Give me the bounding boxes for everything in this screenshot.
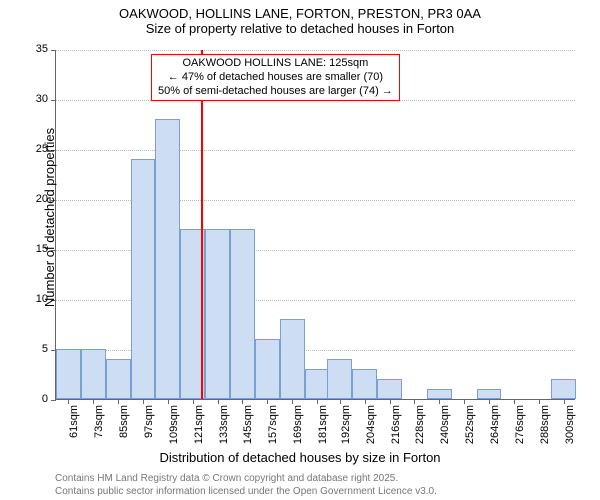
histogram-bar xyxy=(352,369,377,399)
x-tick-label: 145sqm xyxy=(242,405,254,444)
chart-title-line1: OAKWOOD, HOLLINS LANE, FORTON, PRESTON, … xyxy=(0,6,600,21)
plot-area: 0510152025303561sqm73sqm85sqm97sqm109sqm… xyxy=(55,50,575,400)
histogram-bar xyxy=(477,389,502,399)
x-tick-label: 216sqm xyxy=(390,405,402,444)
x-tick-label: 228sqm xyxy=(414,405,426,444)
gridline xyxy=(56,50,575,51)
x-tick-label: 121sqm xyxy=(193,405,205,444)
histogram-bar xyxy=(106,359,131,399)
histogram-bar xyxy=(56,349,81,399)
histogram-bar xyxy=(305,369,330,399)
chart-container: OAKWOOD, HOLLINS LANE, FORTON, PRESTON, … xyxy=(0,0,600,500)
x-tick-label: 288sqm xyxy=(539,405,551,444)
x-tick-label: 240sqm xyxy=(439,405,451,444)
histogram-bar xyxy=(551,379,576,399)
x-axis-title: Distribution of detached houses by size … xyxy=(0,450,600,465)
x-tick-label: 204sqm xyxy=(365,405,377,444)
marker-annotation-line: ← 47% of detached houses are smaller (70… xyxy=(158,71,393,85)
histogram-bar xyxy=(81,349,106,399)
marker-annotation: OAKWOOD HOLLINS LANE: 125sqm← 47% of det… xyxy=(151,54,400,101)
marker-annotation-line: OAKWOOD HOLLINS LANE: 125sqm xyxy=(158,57,393,71)
chart-title-block: OAKWOOD, HOLLINS LANE, FORTON, PRESTON, … xyxy=(0,6,600,36)
marker-line xyxy=(201,50,203,399)
histogram-bar xyxy=(427,389,452,399)
x-tick-label: 264sqm xyxy=(489,405,501,444)
chart-title-line2: Size of property relative to detached ho… xyxy=(0,21,600,36)
histogram-bar xyxy=(205,229,230,399)
y-tick-label: 35 xyxy=(36,43,48,55)
marker-annotation-line: 50% of semi-detached houses are larger (… xyxy=(158,85,393,99)
histogram-bar xyxy=(155,119,180,399)
x-tick-label: 192sqm xyxy=(340,405,352,444)
x-tick-label: 133sqm xyxy=(218,405,230,444)
attribution-block: Contains HM Land Registry data © Crown c… xyxy=(55,472,437,498)
gridline xyxy=(56,150,575,151)
x-tick-label: 73sqm xyxy=(93,405,105,438)
x-tick-label: 181sqm xyxy=(317,405,329,444)
x-tick-label: 157sqm xyxy=(267,405,279,444)
histogram-bar xyxy=(377,379,402,399)
attribution-line2: Contains public sector information licen… xyxy=(55,485,437,498)
histogram-bar xyxy=(255,339,280,399)
x-tick-label: 276sqm xyxy=(514,405,526,444)
x-tick-label: 169sqm xyxy=(292,405,304,444)
x-tick-label: 252sqm xyxy=(464,405,476,444)
x-tick-label: 97sqm xyxy=(143,405,155,438)
y-tick-label: 5 xyxy=(42,343,48,355)
x-tick-label: 109sqm xyxy=(168,405,180,444)
y-tick-label: 30 xyxy=(36,93,48,105)
y-axis-title: Number of detached properties xyxy=(42,128,57,307)
histogram-bar xyxy=(131,159,156,399)
attribution-line1: Contains HM Land Registry data © Crown c… xyxy=(55,472,437,485)
histogram-bar xyxy=(280,319,305,399)
histogram-bar xyxy=(230,229,255,399)
x-tick-label: 61sqm xyxy=(68,405,80,438)
histogram-bar xyxy=(327,359,352,399)
y-tick-label: 0 xyxy=(42,393,48,405)
x-tick-label: 85sqm xyxy=(118,405,130,438)
x-tick-label: 300sqm xyxy=(564,405,576,444)
